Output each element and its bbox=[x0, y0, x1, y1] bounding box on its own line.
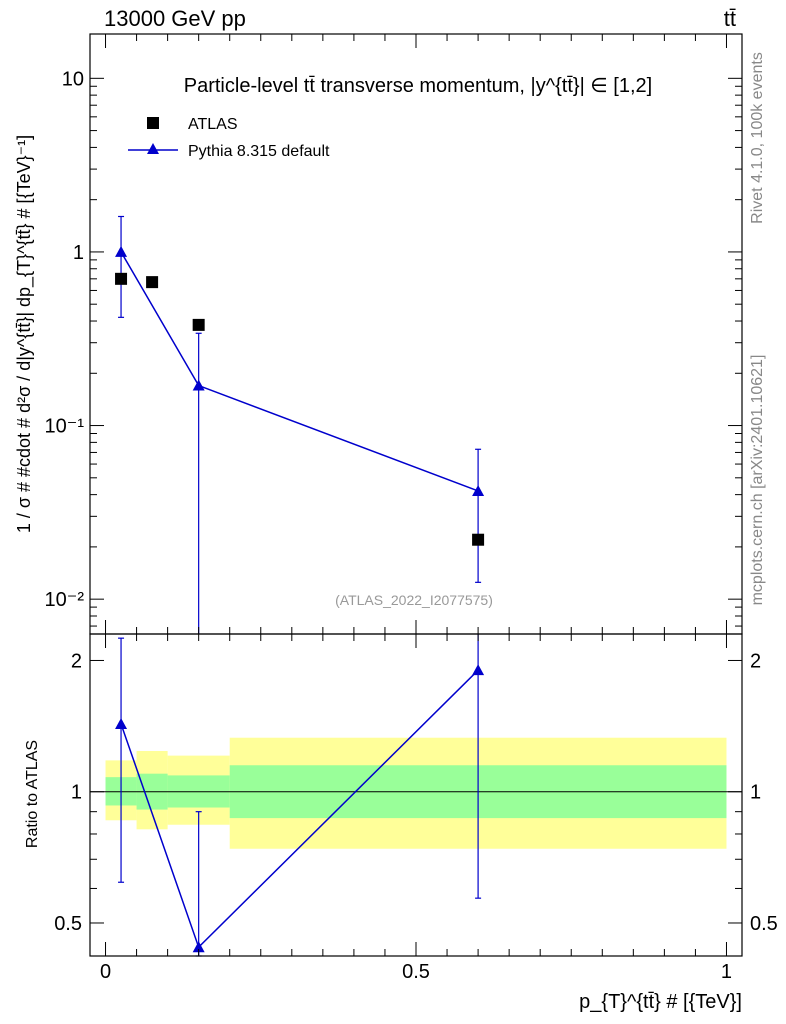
x-tick-label: 1 bbox=[721, 961, 732, 983]
main-y-tick-label: 10 bbox=[62, 68, 84, 90]
ratio-y-axis-label: Ratio to ATLAS bbox=[24, 740, 41, 848]
main-y-tick-label: 10⁻² bbox=[45, 589, 85, 611]
pythia-line bbox=[120, 251, 479, 492]
x-axis-label: p_{T}^{tt̄} # [{TeV}] bbox=[579, 991, 742, 1013]
chart-title: Particle-level tt̄ transverse momentum, … bbox=[184, 75, 652, 97]
x-tick-label: 0 bbox=[100, 961, 111, 983]
legend: ATLAS Pythia 8.315 default bbox=[128, 116, 330, 160]
legend-marker-atlas bbox=[147, 117, 159, 129]
atlas-point bbox=[115, 272, 128, 285]
atlas-point bbox=[472, 533, 485, 546]
main-y-axis-label: 1 / σ # #cdot # d²σ / d|y^{tt̄}| dp_{T}^… bbox=[14, 135, 35, 533]
ratio-y-tick-label-right: 2 bbox=[750, 650, 761, 672]
ratio-y-tick-label: 2 bbox=[71, 650, 82, 672]
ratio-y-tick-label: 1 bbox=[71, 782, 82, 804]
pythia-point bbox=[472, 484, 485, 496]
ratio-panel: 0.5 0.5 1 1 2 2 0 0.5 1 Ratio to ATLAS p_{T}^{tt… bbox=[24, 633, 778, 1013]
pythia-point bbox=[192, 379, 205, 391]
ratio-y-tick-label-right: 0.5 bbox=[750, 913, 778, 935]
ratio-point bbox=[472, 664, 485, 676]
main-data-layer bbox=[115, 215, 485, 634]
main-panel: (ATLAS_2022_I2077575) 10⁻² 10⁻¹ 1 10 Partic… bbox=[14, 33, 743, 635]
atlas-point bbox=[192, 318, 205, 331]
legend-label-atlas: ATLAS bbox=[188, 116, 238, 133]
legend-marker-pythia bbox=[147, 143, 159, 154]
source-label: mcplots.cern.ch [arXiv:2401.10621] bbox=[749, 355, 766, 606]
atlas-point bbox=[146, 276, 159, 289]
analysis-watermark: (ATLAS_2022_I2077575) bbox=[335, 592, 493, 608]
main-y-tick-label: 1 bbox=[73, 242, 84, 264]
energy-label: 13000 GeV pp bbox=[104, 6, 246, 31]
pythia-point bbox=[115, 245, 128, 257]
main-axes: 10⁻² 10⁻¹ 1 10 bbox=[45, 33, 743, 635]
ratio-point bbox=[115, 717, 128, 729]
ratio-y-tick-label-right: 1 bbox=[750, 782, 761, 804]
ratio-data-layer bbox=[90, 634, 742, 957]
rivet-label: Rivet 4.1.0, 100k events bbox=[749, 52, 766, 224]
ratio-point bbox=[192, 941, 205, 953]
main-y-tick-label: 10⁻¹ bbox=[45, 416, 85, 438]
ratio-y-tick-label: 0.5 bbox=[54, 913, 82, 935]
legend-label-pythia: Pythia 8.315 default bbox=[188, 143, 330, 160]
x-tick-label: 0.5 bbox=[402, 961, 430, 983]
process-label: tt̄ bbox=[724, 6, 736, 31]
ratio-axes: 0.5 0.5 1 1 2 2 0 0.5 1 bbox=[54, 633, 778, 983]
